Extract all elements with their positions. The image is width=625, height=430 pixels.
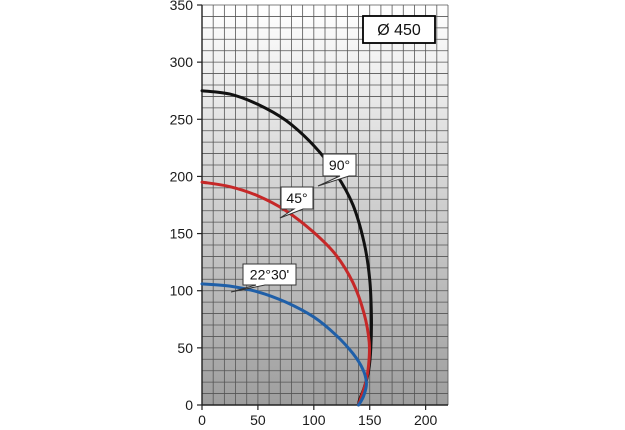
x-tick-label: 200 [414,412,438,428]
series-label-1: 45° [286,190,307,206]
series-callouts: 90° 45° 22°30' [230,153,357,293]
series-label-2: 22°30' [250,267,289,283]
series-curves [200,89,373,407]
series-curve-2 [200,282,368,407]
x-tick-label: 150 [358,412,382,428]
diameter-label: Ø 450 [377,22,421,39]
y-tick-label: 200 [170,168,194,184]
y-tick-label: 350 [170,0,194,13]
callout-box-2 [230,263,297,293]
diameter-box: Ø 450 [362,15,436,44]
y-tick-label: 50 [177,340,193,356]
series-label-0: 90° [329,157,350,173]
y-tick-label: 100 [170,283,194,299]
y-tick-label: 300 [170,54,194,70]
diameter-box-frame [362,15,436,44]
x-tick-label: 0 [198,412,206,428]
axes [201,5,448,406]
callout-2: 22°30' [230,263,297,293]
callout-box-1 [279,186,314,219]
callout-box-0 [317,153,357,187]
callout-1: 45° [279,186,314,219]
x-tick-label: 100 [302,412,326,428]
y-tick-label: 150 [170,226,194,242]
y-tick-label: 0 [185,397,193,413]
y-tick-label: 250 [170,111,194,127]
x-tick-label: 50 [250,412,266,428]
callout-0: 90° [317,153,357,187]
tick-labels: 0 50 100 150 200 0 50 100 150 200 250 300 350 [170,0,438,428]
